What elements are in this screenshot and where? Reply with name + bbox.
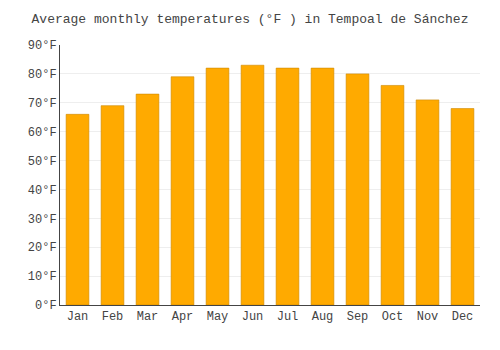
svg-text:10°F: 10°F bbox=[28, 270, 57, 284]
svg-text:90°F: 90°F bbox=[28, 39, 57, 53]
svg-text:Average monthly temperatures (: Average monthly temperatures (°F ) in Te… bbox=[32, 12, 469, 27]
svg-text:40°F: 40°F bbox=[28, 184, 57, 198]
svg-text:Feb: Feb bbox=[102, 310, 124, 324]
svg-text:0°F: 0°F bbox=[35, 299, 57, 313]
svg-text:Dec: Dec bbox=[452, 310, 474, 324]
svg-text:Oct: Oct bbox=[382, 310, 404, 324]
svg-text:Jul: Jul bbox=[277, 310, 299, 324]
svg-text:Nov: Nov bbox=[417, 310, 439, 324]
svg-text:30°F: 30°F bbox=[28, 213, 57, 227]
svg-text:Aug: Aug bbox=[312, 310, 334, 324]
svg-text:70°F: 70°F bbox=[28, 97, 57, 111]
svg-text:20°F: 20°F bbox=[28, 241, 57, 255]
svg-text:Apr: Apr bbox=[172, 310, 194, 324]
svg-text:Sep: Sep bbox=[347, 310, 369, 324]
svg-text:May: May bbox=[207, 310, 229, 324]
svg-text:60°F: 60°F bbox=[28, 126, 57, 140]
svg-text:Jun: Jun bbox=[242, 310, 264, 324]
svg-text:50°F: 50°F bbox=[28, 155, 57, 169]
svg-text:80°F: 80°F bbox=[28, 68, 57, 82]
svg-text:Jan: Jan bbox=[67, 310, 89, 324]
svg-text:Mar: Mar bbox=[137, 310, 159, 324]
